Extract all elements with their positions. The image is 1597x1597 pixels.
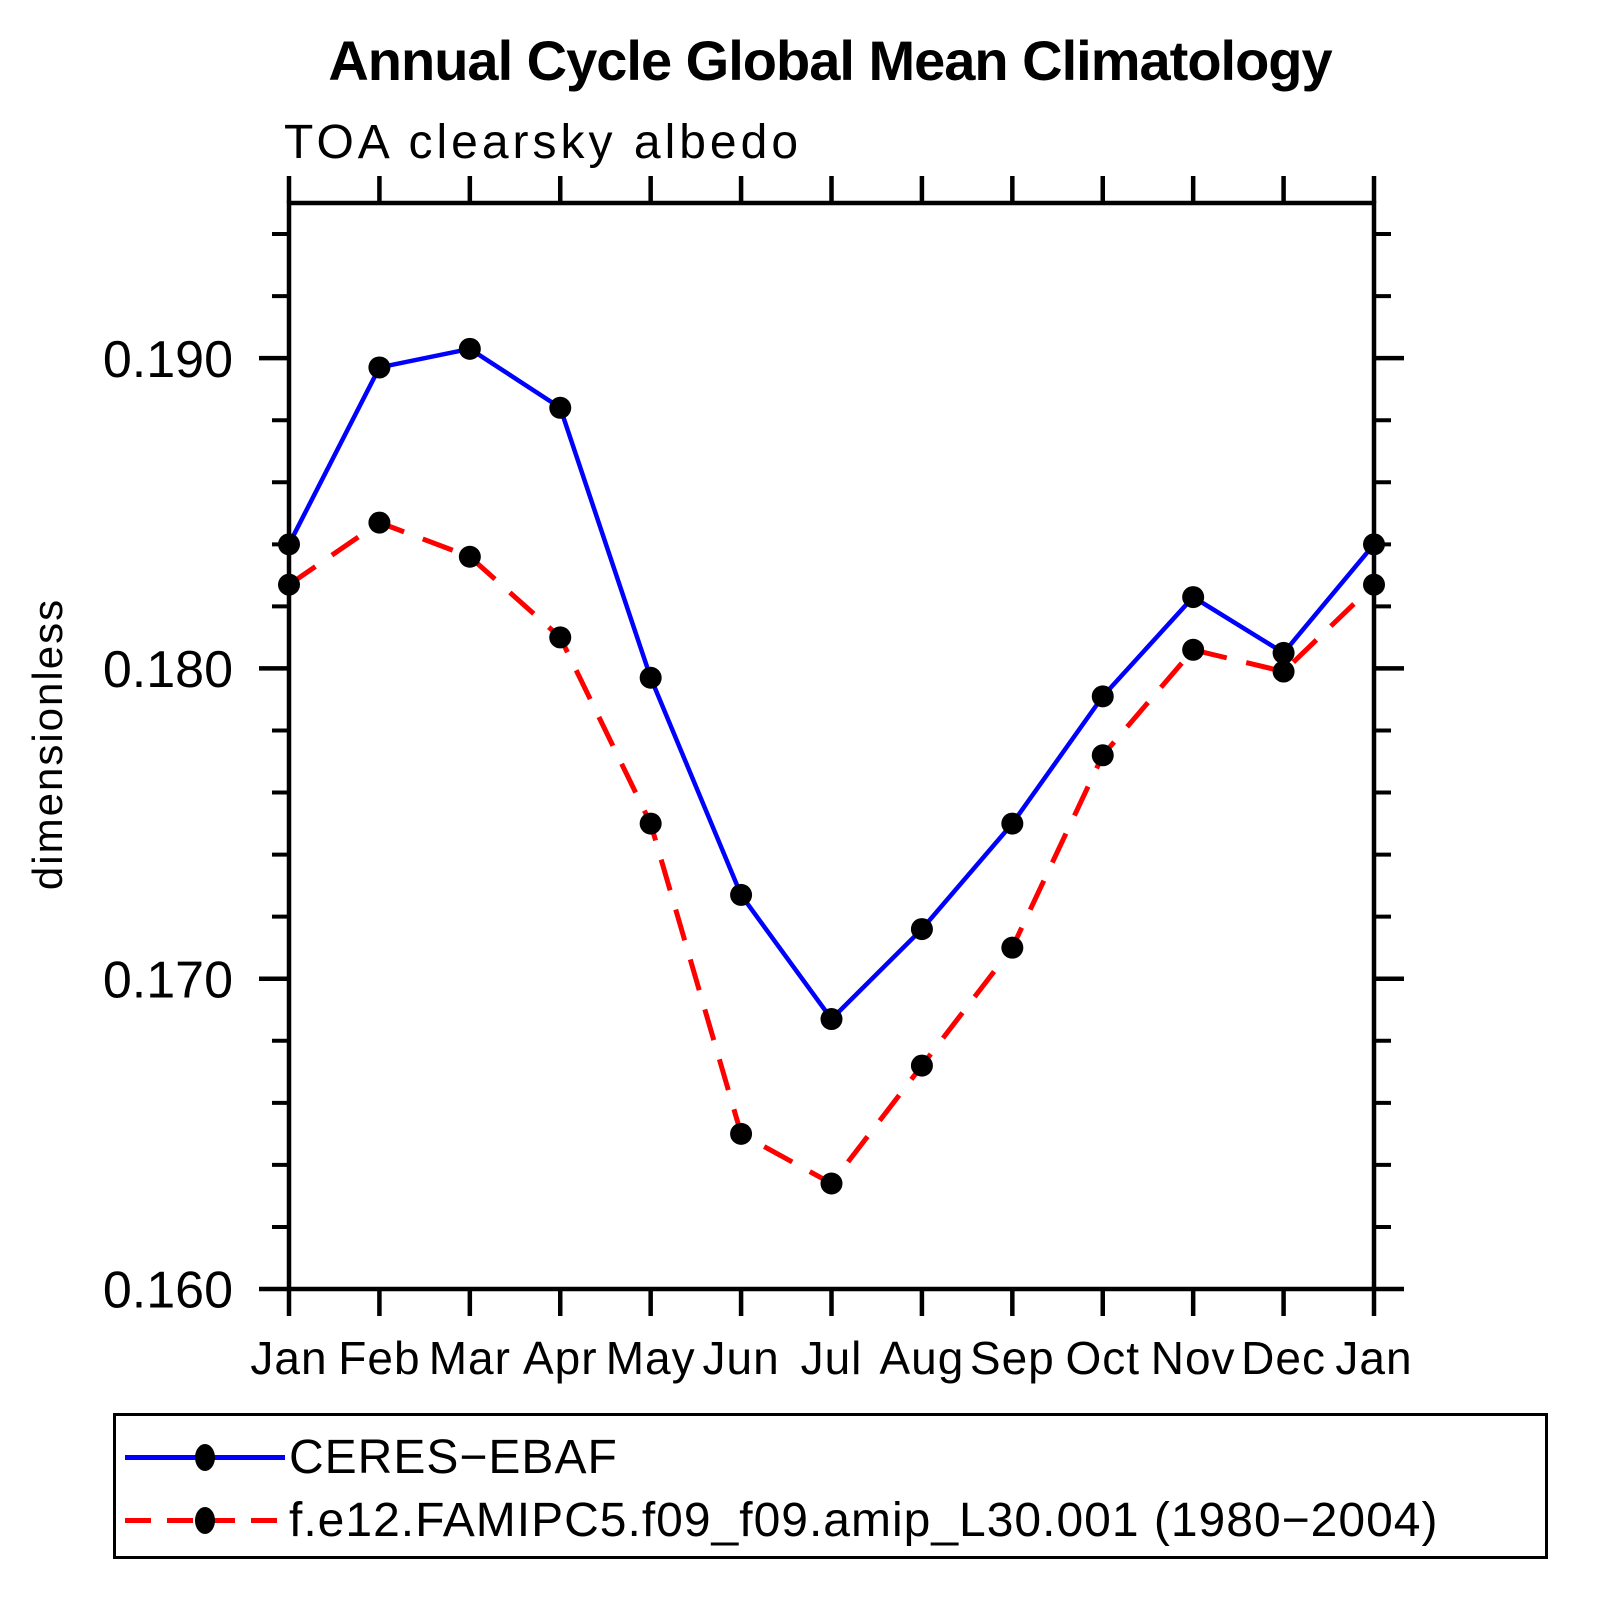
data-point-marker	[639, 666, 662, 689]
x-tick-label: Jun	[702, 1332, 779, 1384]
x-tick-label: Nov	[1151, 1332, 1236, 1384]
data-point-marker	[639, 812, 662, 835]
data-point-marker	[1363, 533, 1385, 556]
data-point-marker	[549, 626, 572, 649]
data-point-marker	[910, 1054, 933, 1077]
series-line-1	[287, 519, 1376, 1187]
legend-marker-icon	[195, 1507, 215, 1534]
legend-marker-icon	[195, 1444, 215, 1471]
x-tick-label: Dec	[1241, 1332, 1326, 1384]
data-point-marker	[549, 396, 572, 419]
data-point-marker	[730, 1122, 753, 1145]
x-tick-label: Sep	[970, 1332, 1055, 1384]
x-tick-label: Apr	[523, 1332, 598, 1384]
data-point-marker	[1001, 936, 1024, 959]
x-tick-label: Feb	[338, 1332, 420, 1384]
data-point-marker	[820, 1172, 843, 1195]
data-point-marker	[368, 511, 391, 534]
data-point-marker	[458, 337, 481, 360]
data-point-marker	[1182, 638, 1205, 661]
plot-border	[286, 200, 1377, 1292]
x-tick-label: Oct	[1065, 1332, 1140, 1384]
x-tick-label: May	[606, 1332, 696, 1384]
legend-label: CERES−EBAF	[289, 1431, 618, 1484]
chart-title: Annual Cycle Global Mean Climatology	[328, 29, 1332, 92]
data-point-marker	[1182, 586, 1205, 609]
legend-label: f.e12.FAMIPC5.f09_f09.amip_L30.001 (1980…	[289, 1494, 1439, 1547]
series-line-0	[286, 346, 1376, 1023]
data-point-marker	[1001, 812, 1024, 835]
x-tick-label: Aug	[879, 1332, 964, 1384]
data-point-marker	[1272, 660, 1295, 683]
x-tick-label: Jan	[250, 1332, 327, 1384]
data-point-marker	[820, 1008, 843, 1031]
data-point-marker	[1363, 573, 1385, 596]
y-tick-label: 0.170	[103, 951, 233, 1009]
data-point-marker	[278, 573, 300, 596]
data-point-marker	[458, 545, 481, 568]
legend-line-sample	[125, 1444, 285, 1471]
y-tick-label: 0.190	[103, 331, 233, 389]
data-point-marker	[278, 533, 300, 556]
legend: CERES−EBAF f.e12.FAMIPC5.f09_f09.amip_L30…	[113, 1413, 1548, 1559]
data-point-marker	[368, 356, 391, 379]
legend-line-sample	[125, 1507, 285, 1534]
data-point-marker	[1091, 744, 1114, 767]
legend-item: f.e12.FAMIPC5.f09_f09.amip_L30.001 (1980…	[121, 1489, 1438, 1552]
x-tick-label: Jul	[801, 1332, 863, 1384]
data-point-marker	[1091, 685, 1114, 708]
legend-item: CERES−EBAF	[121, 1426, 618, 1489]
data-point-marker	[910, 918, 933, 941]
x-tick-label: Jan	[1335, 1332, 1412, 1384]
y-tick-label: 0.160	[103, 1262, 233, 1320]
data-point-marker	[1272, 641, 1295, 664]
y-tick-label: 0.180	[103, 641, 233, 699]
x-tick-label: Mar	[429, 1332, 511, 1384]
y-axis-title: dimensionless	[24, 598, 71, 890]
data-point-marker	[730, 883, 753, 906]
chart-subtitle: TOA clearsky albedo	[284, 116, 802, 169]
